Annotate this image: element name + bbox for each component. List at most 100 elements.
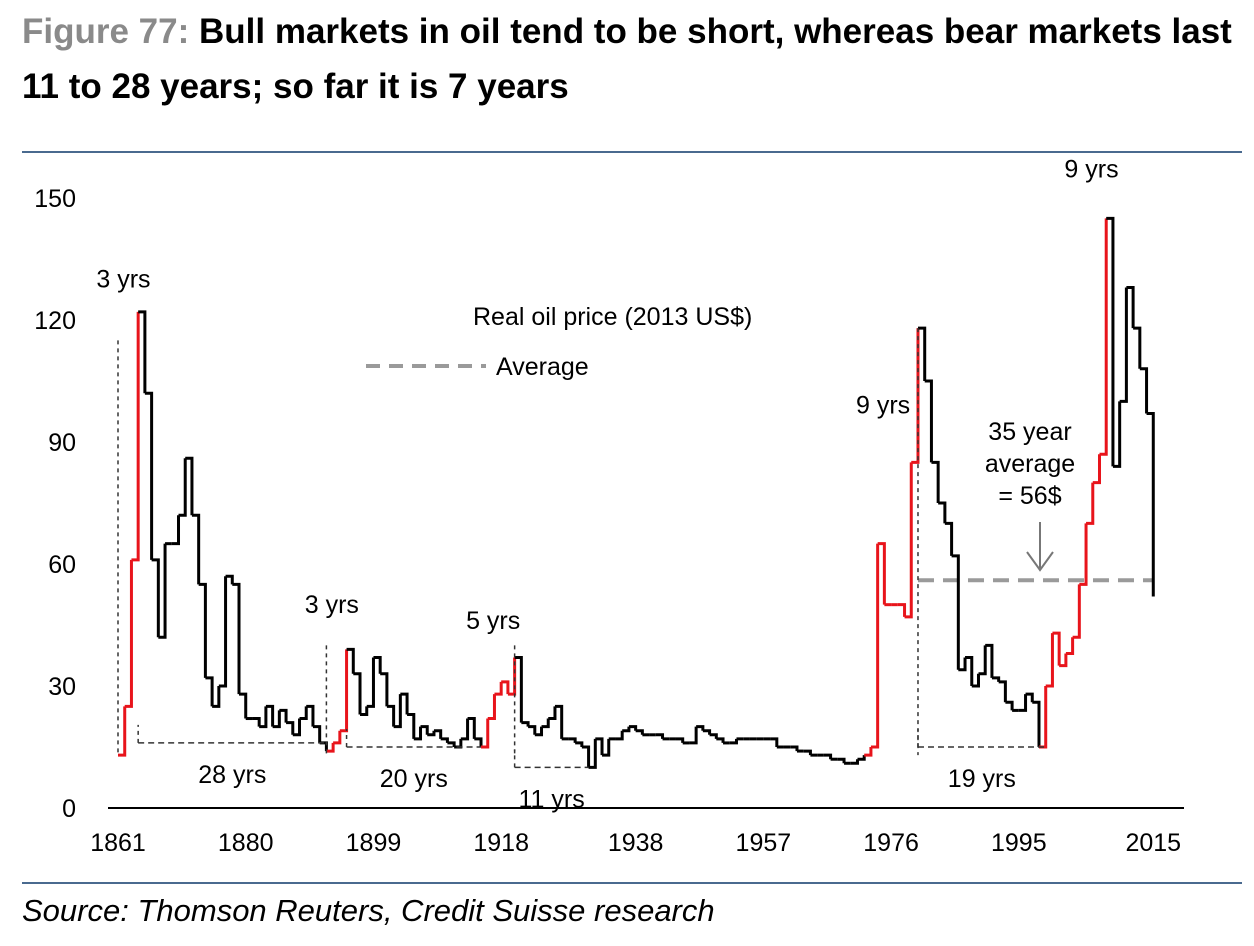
bear-market-segment bbox=[1146, 412, 1155, 597]
bear-market-segment bbox=[1133, 326, 1142, 369]
bull-market-segment bbox=[1092, 454, 1101, 485]
bottom-rule bbox=[22, 882, 1242, 884]
bear-market-segment bbox=[702, 729, 712, 735]
bear-market-segment bbox=[924, 379, 933, 463]
bear-market-segment bbox=[1032, 700, 1041, 747]
bear-market-segment bbox=[319, 741, 328, 752]
bull-market-segment bbox=[911, 328, 920, 464]
bear-market-segment bbox=[474, 737, 483, 747]
bear-market-segment bbox=[931, 460, 940, 503]
bear-market-segment bbox=[279, 708, 288, 723]
average-note-line-2: average bbox=[985, 450, 1075, 478]
bear-market-segment bbox=[622, 726, 631, 733]
bull-market-segment bbox=[904, 462, 913, 619]
bear-market-segment bbox=[837, 757, 846, 764]
bear-market-segment bbox=[380, 672, 389, 707]
bear-market-segment bbox=[138, 310, 147, 394]
y-tick-label: 120 bbox=[34, 307, 76, 335]
figure-label: Figure 77: bbox=[22, 12, 190, 51]
average-arrow-head bbox=[1026, 551, 1054, 572]
bear-market-segment bbox=[151, 558, 160, 638]
x-tick-label: 1861 bbox=[90, 829, 146, 857]
bear-market-segment bbox=[548, 706, 557, 721]
bear-market-segment bbox=[985, 643, 994, 678]
bear-market-segment bbox=[1126, 285, 1135, 329]
bear-market-segment bbox=[218, 576, 228, 688]
bear-market-segment bbox=[857, 755, 866, 761]
bear-market-segment bbox=[467, 717, 476, 739]
figure-title: Bull markets in oil tend to be short, wh… bbox=[22, 12, 1232, 106]
bear-market-segment bbox=[978, 645, 987, 676]
bear-market-segment bbox=[393, 694, 402, 729]
bull-market-segment bbox=[124, 559, 133, 708]
bear-market-segment bbox=[588, 738, 597, 769]
bull-market-segment bbox=[118, 706, 127, 757]
y-tick-label: 60 bbox=[48, 551, 76, 579]
bear-market-segment bbox=[729, 738, 738, 745]
bear-market-segment bbox=[232, 582, 241, 695]
bear-market-segment bbox=[803, 749, 812, 756]
x-tick-label: 1938 bbox=[608, 829, 664, 857]
bear-market-segment bbox=[440, 737, 449, 743]
bear-duration-label: 11 yrs bbox=[518, 785, 584, 813]
bear-market-segment bbox=[373, 656, 382, 674]
bear-market-segment bbox=[655, 733, 665, 739]
bear-duration-label: 20 yrs bbox=[380, 765, 448, 793]
bull-market-segment bbox=[1059, 653, 1068, 668]
x-tick-label: 2015 bbox=[1125, 829, 1181, 857]
bull-market-segment bbox=[326, 742, 335, 753]
bear-market-segment bbox=[366, 657, 375, 708]
bear-market-segment bbox=[568, 737, 577, 743]
legend-series-label: Real oil price (2013 US$) bbox=[473, 303, 752, 331]
bear-market-segment bbox=[595, 737, 604, 756]
bear-market-segment bbox=[158, 543, 167, 639]
bear-market-segment bbox=[709, 733, 718, 739]
y-tick-label: 30 bbox=[48, 673, 76, 701]
bear-market-segment bbox=[171, 515, 181, 546]
bull-market-segment bbox=[870, 543, 880, 749]
bear-market-segment bbox=[716, 737, 725, 743]
bear-market-segment bbox=[521, 721, 530, 727]
bear-duration-label: 28 yrs bbox=[198, 761, 266, 789]
bear-market-segment bbox=[938, 501, 947, 524]
bear-market-segment bbox=[286, 721, 295, 735]
bull-market-segment bbox=[897, 603, 907, 617]
bear-market-segment bbox=[292, 718, 302, 737]
bull-market-segment bbox=[877, 542, 886, 605]
bear-market-segment bbox=[991, 676, 1001, 682]
y-tick-label: 150 bbox=[34, 185, 76, 213]
bear-market-segment bbox=[1139, 367, 1149, 414]
figure-title-block: Figure 77: Bull markets in oil tend to b… bbox=[22, 4, 1242, 114]
bull-duration-label: 9 yrs bbox=[856, 392, 910, 420]
bear-market-segment bbox=[413, 726, 423, 741]
bull-market-segment bbox=[1079, 523, 1088, 586]
source-note: Source: Thomson Reuters, Credit Suisse r… bbox=[22, 893, 715, 928]
x-tick-label: 1918 bbox=[473, 829, 529, 857]
bear-market-segment bbox=[602, 738, 611, 757]
bear-market-segment bbox=[770, 737, 779, 747]
bear-market-segment bbox=[1025, 692, 1034, 703]
bear-market-segment bbox=[971, 673, 980, 688]
bear-market-segment bbox=[239, 692, 248, 719]
bear-market-segment bbox=[850, 759, 859, 765]
legend-average-label: Average bbox=[496, 353, 589, 381]
bear-market-segment bbox=[541, 718, 550, 729]
x-tick-label: 1957 bbox=[736, 829, 792, 857]
bear-market-segment bbox=[790, 745, 799, 752]
bear-market-segment bbox=[205, 676, 214, 707]
bear-market-segment bbox=[185, 456, 194, 516]
bear-market-segment bbox=[191, 513, 201, 585]
bear-market-segment bbox=[635, 729, 644, 735]
bear-market-segment bbox=[528, 725, 537, 735]
bull-duration-label: 3 yrs bbox=[96, 265, 150, 293]
bull-market-segment bbox=[1065, 637, 1075, 655]
bull-market-segment bbox=[1086, 482, 1095, 525]
bull-market-segment bbox=[1072, 584, 1081, 639]
bull-market-segment bbox=[1099, 218, 1108, 456]
bear-market-segment bbox=[534, 726, 544, 737]
bear-market-segment bbox=[1018, 694, 1028, 712]
bull-market-segment bbox=[481, 718, 490, 749]
bear-market-segment bbox=[823, 753, 833, 760]
bull-duration-label: 5 yrs bbox=[466, 607, 520, 635]
